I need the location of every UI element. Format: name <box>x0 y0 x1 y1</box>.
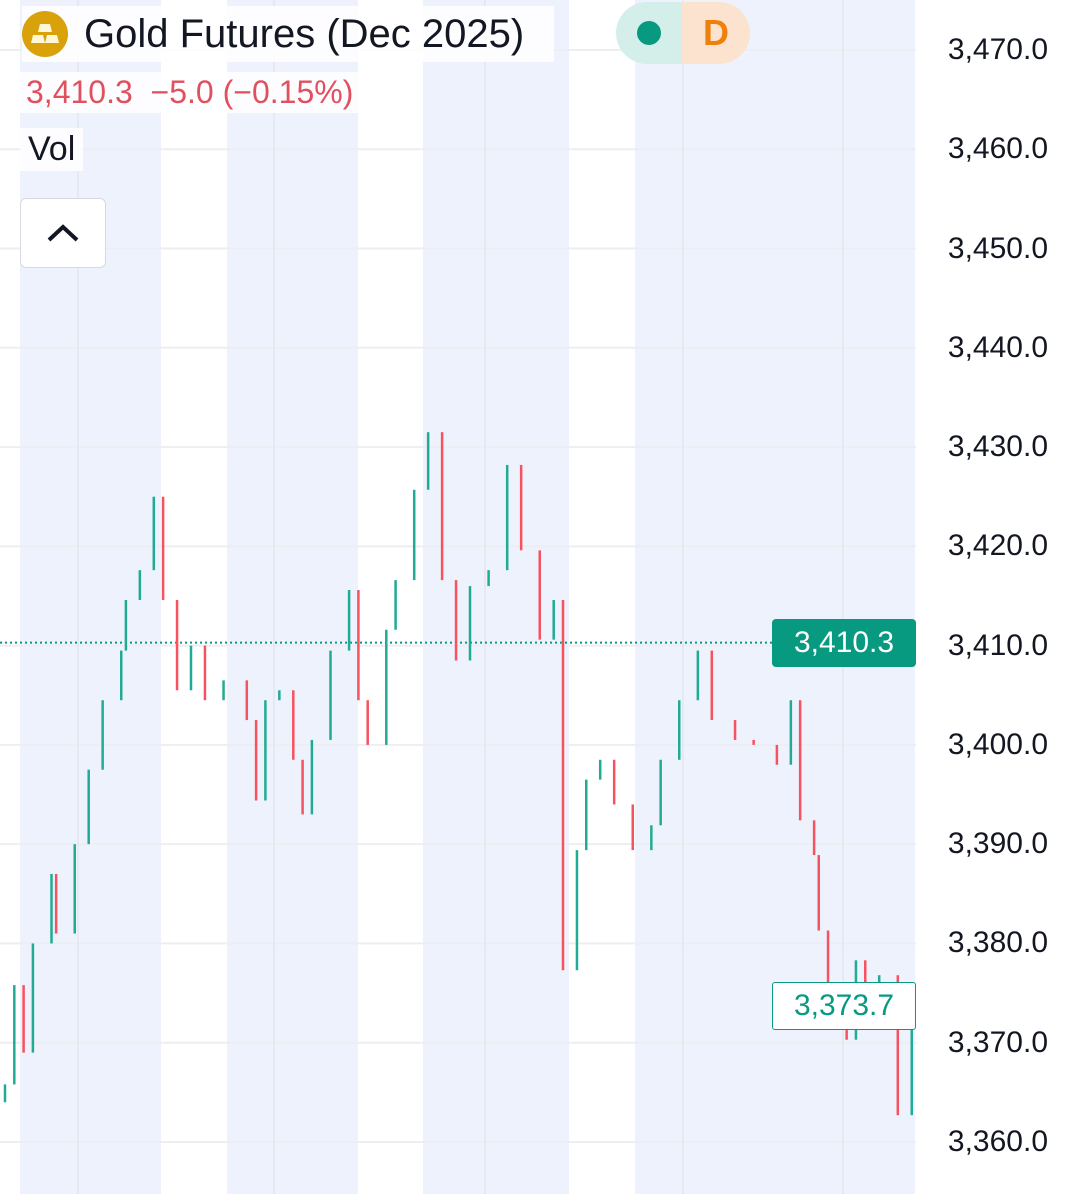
last-price: 3,410.3 <box>26 74 133 110</box>
candle-bar <box>412 489 416 581</box>
price-tick-label: 3,430.0 <box>947 430 1048 464</box>
candle-bar <box>845 1029 848 1040</box>
status-badges[interactable]: D <box>616 2 750 64</box>
candle-bar <box>752 739 755 745</box>
candle-bar <box>301 759 304 815</box>
price-change: 3,410.3 −5.0 (−0.15%) <box>20 72 360 113</box>
price-tick-label: 3,360.0 <box>947 1124 1048 1158</box>
candle-bar <box>631 804 634 851</box>
change-value: −5.0 (−0.15%) <box>150 74 354 110</box>
price-tick-label: 3,380.0 <box>947 926 1048 960</box>
candle-bar <box>138 570 142 600</box>
candle-bar <box>817 855 820 931</box>
candle-bar <box>575 850 579 971</box>
candle-bar <box>678 700 681 760</box>
interval-badge[interactable]: D <box>682 2 750 64</box>
price-tick-label: 3,400.0 <box>947 727 1048 761</box>
candle-bar <box>598 759 602 780</box>
candle-bar <box>552 599 555 640</box>
candle-bar <box>733 720 737 740</box>
last-price-label: 3,410.3 <box>772 618 916 667</box>
candle-bar <box>385 629 388 745</box>
candle-bar <box>454 580 458 661</box>
candle-bar <box>519 464 523 551</box>
collapse-button[interactable] <box>20 198 106 268</box>
candle-bar <box>585 779 588 851</box>
candle-bar <box>650 825 653 851</box>
candle-bar <box>310 739 314 815</box>
candle-bar <box>22 985 25 1053</box>
candle-bar <box>468 586 472 661</box>
symbol-title: Gold Futures (Dec 2025) <box>84 11 525 56</box>
candle-bar <box>278 690 281 701</box>
candle-bar <box>612 759 616 805</box>
candle-bar <box>329 650 332 740</box>
candle-bar <box>189 645 193 691</box>
current-price-label: 3,373.7 <box>772 981 916 1030</box>
candle-bar <box>347 590 351 651</box>
candle-bar <box>161 496 165 600</box>
candle-bar <box>789 700 793 765</box>
candle-bar <box>394 580 397 630</box>
session-band <box>227 0 358 1194</box>
candle-bar <box>101 700 104 770</box>
candle-bar <box>696 650 700 701</box>
candle-bar <box>505 464 509 571</box>
candle-bar <box>440 432 444 581</box>
candle-bar <box>896 975 900 1116</box>
candle-bar <box>3 1084 7 1103</box>
candle-bar <box>254 720 258 801</box>
chevron-up-icon <box>47 224 79 242</box>
gold-bars-logo-icon <box>22 11 68 57</box>
price-tick-label: 3,420.0 <box>947 529 1048 563</box>
price-tick-label: 3,440.0 <box>947 330 1048 364</box>
candle-bar <box>366 700 369 745</box>
price-tick-label: 3,470.0 <box>947 33 1048 66</box>
candle-bar <box>152 496 156 571</box>
candle-bar <box>812 820 816 856</box>
candle-bar <box>538 550 541 640</box>
market-open-dot-icon <box>637 21 661 45</box>
volume-indicator-label[interactable]: Vol <box>20 128 84 171</box>
candle-bar <box>826 930 830 1030</box>
candle-bar <box>710 650 714 721</box>
session-band <box>423 0 569 1194</box>
candle-bar <box>487 570 490 587</box>
candle-bar <box>203 645 207 701</box>
candle-bar <box>798 700 802 821</box>
price-tick-label: 3,450.0 <box>947 231 1048 265</box>
candle-bar <box>175 599 179 691</box>
candle-bar <box>292 690 295 760</box>
price-tick-label: 3,460.0 <box>947 132 1048 166</box>
candle-bar <box>357 590 360 701</box>
candle-bar <box>73 844 76 934</box>
candle-bar <box>54 873 58 934</box>
price-tick-label: 3,390.0 <box>947 827 1048 861</box>
candle-bar <box>31 943 35 1053</box>
candle-bar <box>87 769 90 845</box>
candle-bar <box>659 759 662 826</box>
candle-bar <box>910 1005 913 1116</box>
candle-bar <box>50 873 53 944</box>
symbol-header[interactable]: Gold Futures (Dec 2025) <box>22 6 555 62</box>
candle-bar <box>426 432 430 490</box>
candle-bar <box>222 680 225 701</box>
candle-bar <box>561 599 565 971</box>
candle-bar <box>245 680 249 721</box>
candle-bar <box>775 744 779 765</box>
market-open-badge[interactable] <box>616 2 682 64</box>
candle-bar <box>124 599 128 651</box>
candle-bar <box>264 700 267 801</box>
candle-bar <box>864 960 867 1001</box>
candle-bar <box>120 650 123 701</box>
candle-bar <box>13 985 16 1085</box>
price-tick-label: 3,370.0 <box>947 1025 1048 1059</box>
price-tick-label: 3,410.0 <box>947 628 1048 662</box>
